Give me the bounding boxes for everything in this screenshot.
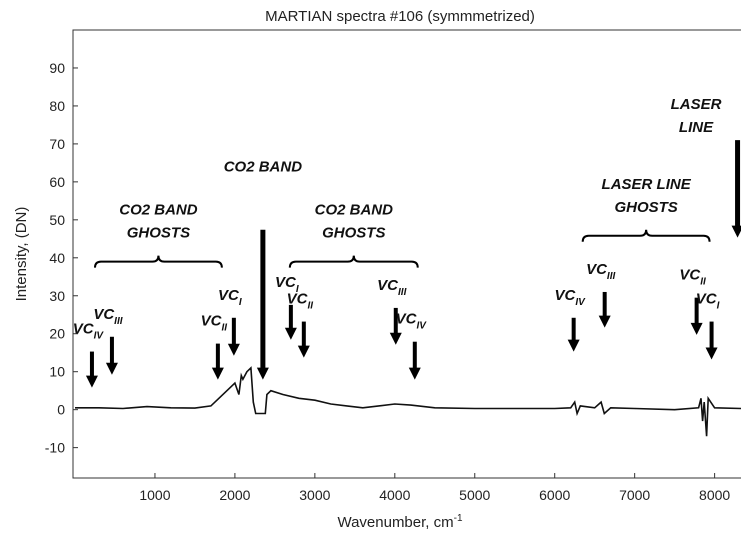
vc-label-text: VC	[93, 306, 115, 323]
brace	[93, 255, 223, 268]
vc-label: VCIII	[377, 277, 406, 298]
plot-frame	[72, 29, 741, 479]
vc-label-text: VC	[218, 287, 240, 304]
chart-title: MARTIAN spectra #106 (symmmetrized)	[265, 8, 535, 25]
spectrum-line	[75, 366, 741, 437]
x-axis-label-text: Wavenumber, cm	[337, 514, 453, 531]
vc-label: VCIV	[396, 311, 428, 332]
y-tick-label: 0	[57, 402, 65, 418]
arrow-head	[731, 225, 741, 238]
vc-label: VCII	[679, 267, 706, 288]
vc-label-sub: IV	[416, 321, 427, 332]
vc-label-sub: III	[114, 316, 123, 327]
vc-label-sub: IV	[575, 297, 586, 308]
vc-label-text: VC	[73, 321, 95, 338]
arrow-head	[256, 367, 269, 380]
vc-label: VCI	[275, 274, 299, 295]
y-tick-label: 50	[49, 212, 65, 228]
vc-label-text: VC	[396, 311, 418, 328]
y-tick-label: 40	[49, 250, 65, 266]
x-tick-label: 2000	[219, 487, 250, 503]
vc-label-sub: IV	[94, 331, 105, 342]
vc-label-text: VC	[275, 274, 297, 291]
vc-label-text: VC	[586, 261, 608, 278]
x-axis-label: Wavenumber, cm-1	[337, 513, 462, 531]
arrow-head	[227, 343, 240, 356]
brace-label: CO2 BAND	[315, 202, 394, 219]
vc-label-sub: I	[239, 297, 242, 308]
y-tick-label: 80	[49, 98, 65, 114]
annotation-label: CO2 BAND	[224, 159, 303, 176]
brace-label: LASER LINE	[602, 176, 692, 193]
arrow-head	[297, 345, 310, 358]
brace	[288, 255, 419, 268]
arrow-head	[598, 315, 611, 328]
vc-label: VCIV	[555, 287, 587, 308]
arrow-head	[690, 322, 703, 335]
arrow-head	[389, 332, 402, 345]
vc-label-text: VC	[377, 277, 399, 294]
vc-label-text: VC	[696, 291, 718, 308]
vc-label: VCIV	[73, 321, 105, 342]
annotation-label: LASER	[671, 96, 722, 113]
brace	[581, 229, 711, 242]
arrow-head	[567, 339, 580, 352]
y-tick-label: 30	[49, 288, 65, 304]
vc-label: VCIII	[586, 261, 615, 282]
y-axis-label: Intensity, (DN)	[13, 207, 30, 302]
arrow-head	[408, 367, 421, 380]
vc-label-text: VC	[555, 287, 577, 304]
vc-label: VCII	[287, 291, 314, 312]
vc-label: VCII	[201, 313, 228, 334]
x-tick-label: 3000	[299, 487, 330, 503]
annotation-label: LINE	[679, 119, 714, 136]
arrow-head	[284, 327, 297, 340]
vc-label-sub: III	[607, 271, 616, 282]
vc-label-text: VC	[679, 267, 701, 284]
brace-label: GHOSTS	[614, 199, 677, 216]
x-tick-label: 1000	[139, 487, 170, 503]
brace-label: GHOSTS	[322, 225, 385, 242]
vc-label-sub: III	[398, 287, 407, 298]
y-tick-label: 20	[49, 326, 65, 342]
y-tick-label: -10	[45, 440, 65, 456]
vc-label: VCIII	[93, 306, 122, 327]
vc-label-text: VC	[287, 291, 309, 308]
x-axis-label-sup: -1	[454, 513, 463, 524]
vc-label-sub: I	[296, 284, 299, 295]
x-tick-label: 8000	[699, 487, 730, 503]
vc-label-sub: II	[307, 301, 313, 312]
brace-label: CO2 BAND	[119, 202, 198, 219]
arrow-head	[85, 375, 98, 388]
vc-label-sub: II	[222, 323, 228, 334]
vc-label-sub: II	[700, 277, 706, 288]
arrow-head	[105, 362, 118, 375]
x-tick-label: 6000	[539, 487, 570, 503]
arrow-head	[705, 347, 718, 360]
y-tick-label: 10	[49, 364, 65, 380]
x-tick-label: 5000	[459, 487, 490, 503]
vc-label-text: VC	[201, 313, 223, 330]
y-tick-label: 70	[49, 136, 65, 152]
y-tick-label: 90	[49, 60, 65, 76]
vc-label: VCI	[696, 291, 720, 312]
x-tick-label: 4000	[379, 487, 410, 503]
x-tick-label: 7000	[619, 487, 650, 503]
y-tick-label: 60	[49, 174, 65, 190]
vc-label-sub: I	[717, 301, 720, 312]
vc-label: VCI	[218, 287, 242, 308]
brace-label: GHOSTS	[127, 225, 190, 242]
arrow-head	[211, 367, 224, 380]
